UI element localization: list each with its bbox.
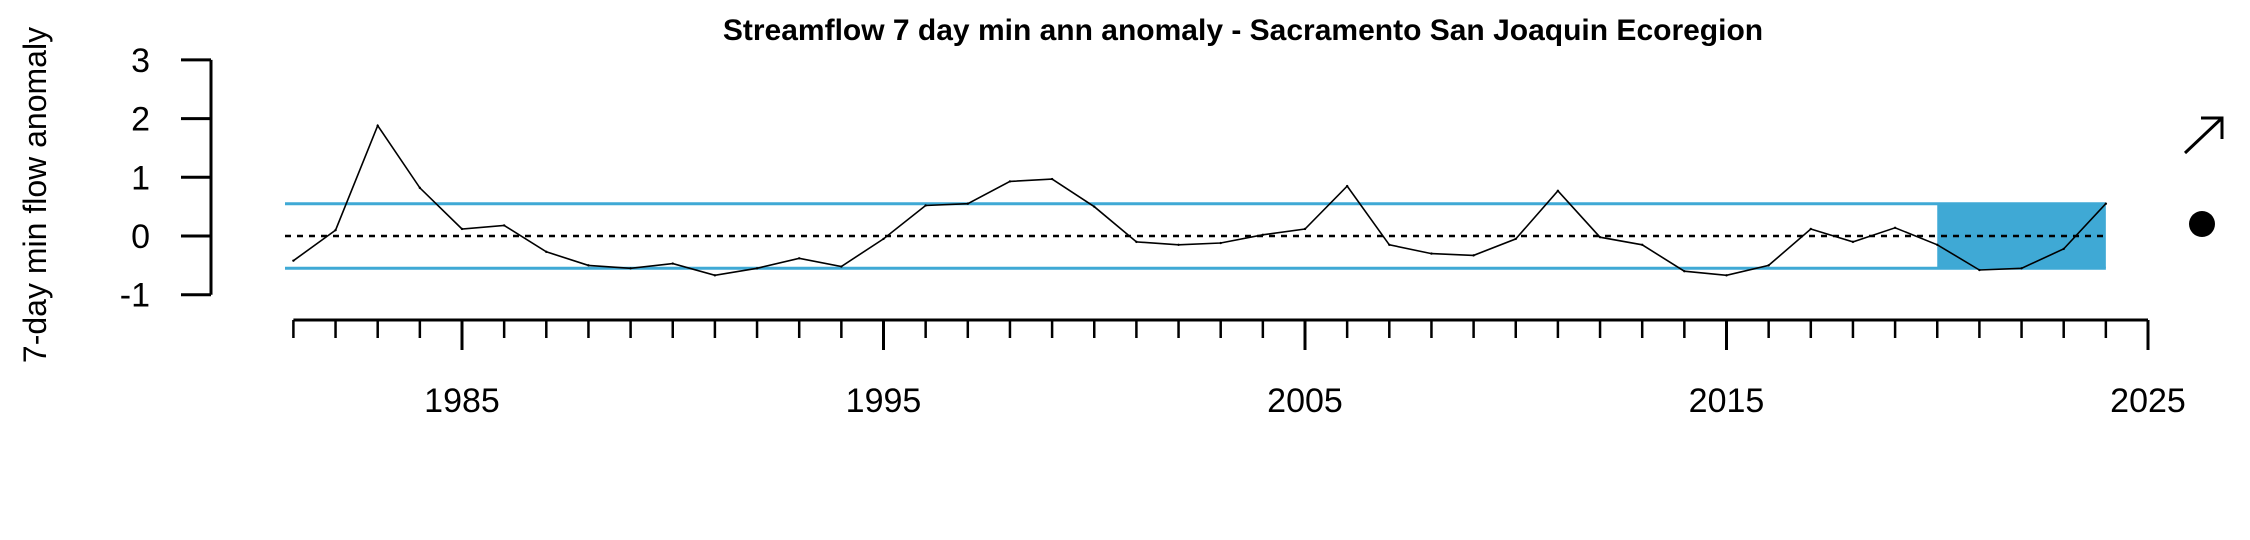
- data-point: [924, 204, 927, 207]
- x-tick-label: 2005: [1267, 382, 1343, 420]
- data-point: [1767, 264, 1770, 267]
- data-point: [545, 250, 548, 254]
- data-point: [2062, 247, 2065, 251]
- data-point: [1725, 274, 1728, 277]
- data-point: [1598, 235, 1602, 239]
- data-point: [1388, 243, 1391, 247]
- trend-indicators: [2183, 116, 2224, 237]
- x-tick-label: 2015: [1689, 382, 1765, 420]
- data-point: [1936, 243, 1939, 247]
- filled-dot-icon: [2189, 211, 2215, 237]
- data-point: [1683, 270, 1686, 273]
- y-tick-label: -1: [120, 277, 150, 315]
- y-tick-label: 1: [131, 159, 150, 197]
- data-point: [1008, 180, 1012, 183]
- y-tick-label: 2: [131, 101, 150, 139]
- x-tick-label: 2025: [2110, 382, 2186, 420]
- data-point: [882, 237, 885, 241]
- data-point: [1303, 227, 1307, 231]
- x-tick-label: 1985: [424, 382, 500, 420]
- x-axis: 1985 1995 2005 2015 2025: [292, 318, 2186, 420]
- data-point: [1851, 240, 1855, 244]
- arrow-up-right-icon: [2183, 116, 2224, 155]
- data-point: [1261, 233, 1265, 237]
- data-point: [1050, 177, 1054, 181]
- data-point: [1472, 254, 1475, 257]
- data-point: [1219, 241, 1222, 245]
- y-tick-label: 3: [131, 42, 150, 80]
- data-point: [1177, 243, 1180, 247]
- data-point: [840, 265, 843, 268]
- data-point: [1809, 227, 1813, 231]
- data-point: [502, 224, 506, 227]
- data-point: [292, 259, 295, 262]
- data-point: [418, 186, 422, 190]
- highlight-block: [1937, 203, 2106, 269]
- data-point: [1135, 240, 1138, 244]
- data-point: [798, 257, 801, 260]
- data-point: [2104, 202, 2108, 205]
- data-point: [2020, 267, 2023, 270]
- y-axis-label: 7-day min flow anomaly: [17, 27, 53, 363]
- data-point: [1641, 243, 1644, 247]
- data-point: [1430, 252, 1433, 255]
- data-point: [376, 124, 379, 127]
- data-point: [1093, 205, 1096, 208]
- data-point: [1345, 184, 1349, 188]
- data-point: [671, 262, 674, 265]
- data-point: [966, 202, 969, 205]
- y-tick-label: 0: [131, 218, 150, 256]
- y-axis: 3 2 1 0 -1: [120, 42, 213, 315]
- data-point: [460, 227, 464, 231]
- data-point: [1893, 226, 1897, 229]
- chart-title: Streamflow 7 day min ann anomaly - Sacra…: [723, 14, 1763, 47]
- series-line: [292, 123, 2107, 277]
- plot-area: [285, 123, 2108, 277]
- data-point: [1978, 268, 1981, 272]
- data-point: [713, 274, 717, 277]
- data-point: [1514, 237, 1517, 241]
- data-point: [1556, 189, 1560, 193]
- data-point: [629, 267, 632, 270]
- data-point: [755, 267, 759, 270]
- x-tick-label: 1995: [846, 382, 922, 420]
- data-point: [334, 228, 337, 232]
- data-point: [587, 264, 590, 267]
